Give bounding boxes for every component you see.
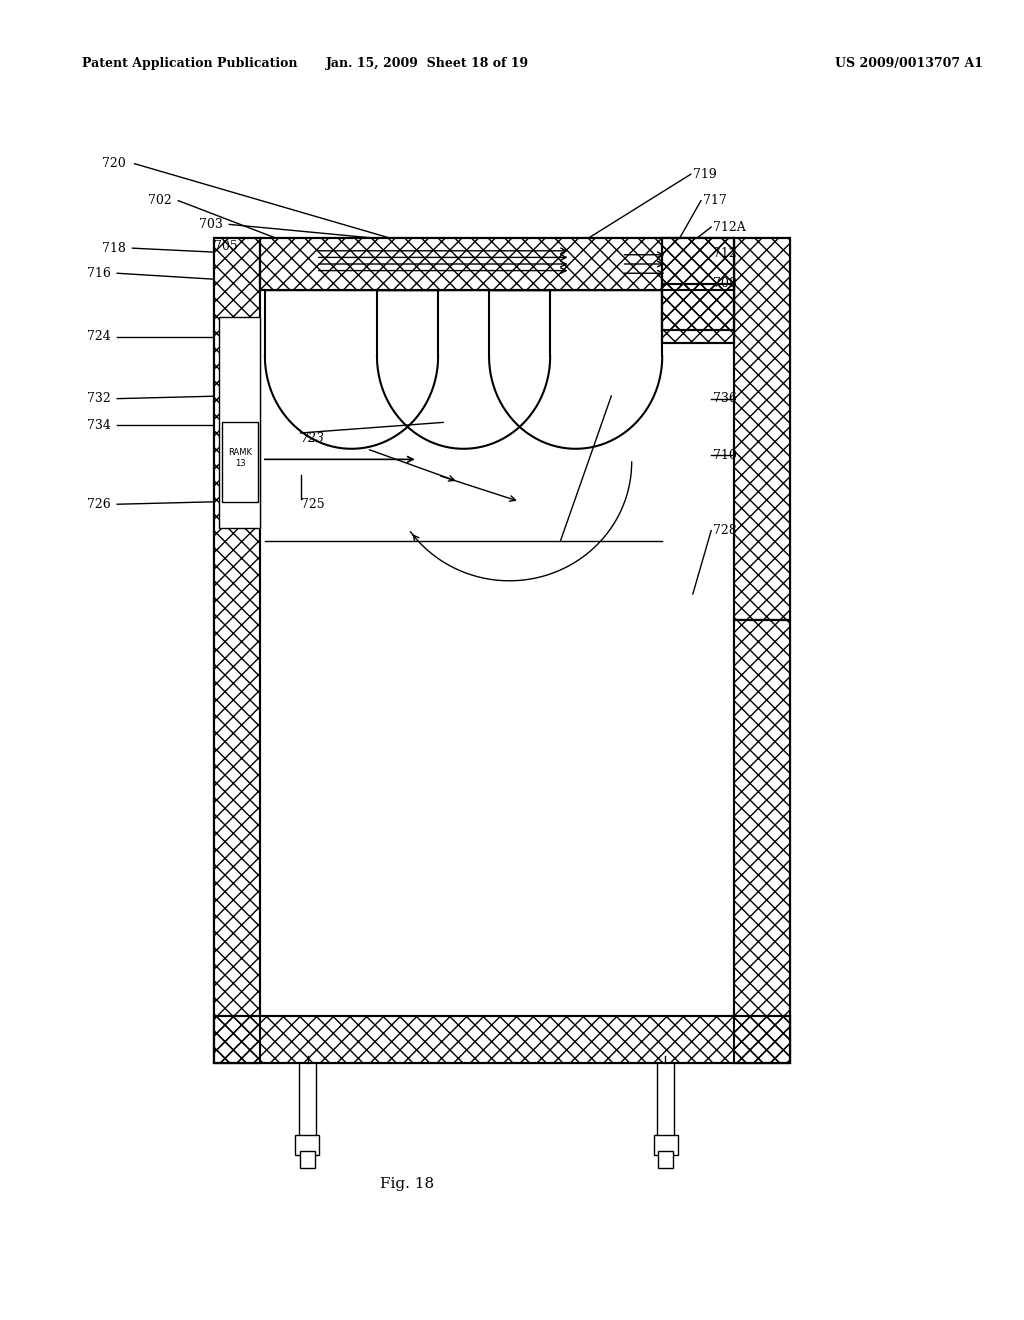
Bar (214, 238, 260, 1063)
Bar (214, 1016, 790, 1063)
Bar (663, 238, 733, 343)
Text: 708: 708 (713, 277, 737, 290)
Bar (214, 238, 790, 1063)
Text: 717: 717 (703, 194, 727, 207)
Bar (654, 1135, 678, 1155)
Text: 705: 705 (214, 240, 238, 253)
Text: 728: 728 (713, 524, 737, 537)
Bar (214, 1016, 790, 1063)
Bar (733, 238, 790, 620)
Bar (657, 1056, 675, 1142)
Bar (658, 1151, 674, 1168)
Text: 716: 716 (87, 267, 111, 280)
Text: 732: 732 (87, 392, 111, 405)
Bar (300, 1151, 314, 1168)
Bar (222, 422, 258, 502)
Bar (214, 238, 260, 1063)
Text: 725: 725 (301, 498, 325, 511)
Text: Patent Application Publication: Patent Application Publication (82, 57, 297, 70)
Text: 720: 720 (101, 157, 126, 170)
Bar (296, 1135, 318, 1155)
Bar (260, 290, 733, 1016)
Text: US 2009/0013707 A1: US 2009/0013707 A1 (836, 57, 983, 70)
Text: 718: 718 (101, 242, 126, 255)
Text: 724: 724 (87, 330, 111, 343)
Text: 734: 734 (87, 418, 111, 432)
Text: RAMK
13: RAMK 13 (228, 449, 252, 467)
Bar (260, 238, 733, 290)
Bar (260, 238, 733, 290)
Bar (263, 284, 731, 383)
Text: Fig. 18: Fig. 18 (381, 1177, 434, 1192)
Text: 703: 703 (199, 218, 222, 231)
Text: 723: 723 (301, 432, 325, 445)
Text: 702: 702 (147, 194, 171, 207)
Text: Jan. 15, 2009  Sheet 18 of 19: Jan. 15, 2009 Sheet 18 of 19 (327, 57, 529, 70)
Text: 710: 710 (713, 449, 737, 462)
Bar (219, 317, 260, 528)
Text: 719: 719 (693, 168, 717, 181)
Bar (299, 1056, 315, 1142)
Text: 726: 726 (87, 498, 111, 511)
Bar (733, 238, 790, 620)
Bar (733, 620, 790, 1063)
Bar (663, 238, 733, 343)
Text: 712: 712 (713, 247, 737, 260)
Bar (733, 620, 790, 1063)
Text: 712A: 712A (713, 220, 745, 234)
Bar (663, 284, 733, 330)
Bar (663, 284, 733, 330)
Text: 736: 736 (713, 392, 737, 405)
